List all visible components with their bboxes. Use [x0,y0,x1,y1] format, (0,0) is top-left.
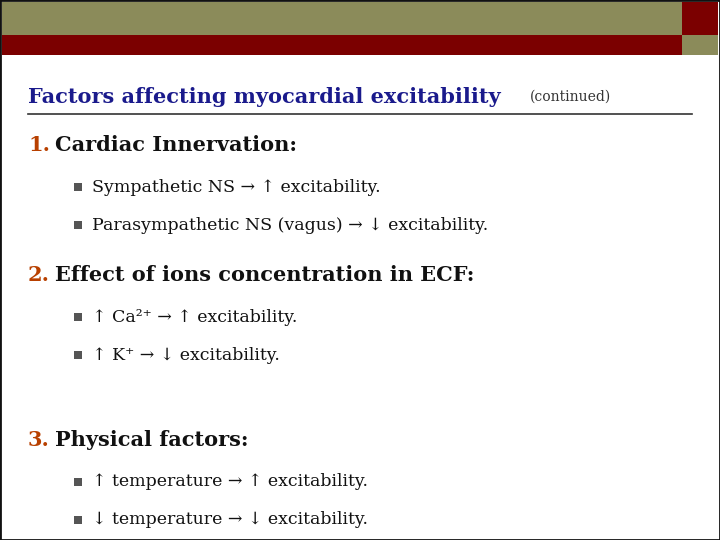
FancyBboxPatch shape [74,221,82,229]
FancyBboxPatch shape [74,183,82,191]
FancyBboxPatch shape [682,35,718,55]
Text: Factors affecting myocardial excitability: Factors affecting myocardial excitabilit… [28,87,500,107]
Text: ↑ K⁺ → ↓ excitability.: ↑ K⁺ → ↓ excitability. [92,347,280,363]
FancyBboxPatch shape [2,2,682,35]
FancyBboxPatch shape [74,351,82,359]
FancyBboxPatch shape [682,2,718,35]
Text: Parasympathetic NS (vagus) → ↓ excitability.: Parasympathetic NS (vagus) → ↓ excitabil… [92,217,488,233]
Text: (continued): (continued) [530,90,611,104]
FancyBboxPatch shape [2,35,718,55]
Text: Effect of ions concentration in ECF:: Effect of ions concentration in ECF: [55,265,474,285]
Text: 1.: 1. [28,135,50,155]
Text: ↑ temperature → ↑ excitability.: ↑ temperature → ↑ excitability. [92,474,368,490]
Text: 2.: 2. [28,265,50,285]
FancyBboxPatch shape [74,478,82,486]
Text: Physical factors:: Physical factors: [55,430,248,450]
FancyBboxPatch shape [74,516,82,524]
Text: 3.: 3. [28,430,50,450]
Text: ↓ temperature → ↓ excitability.: ↓ temperature → ↓ excitability. [92,511,368,529]
Text: ↑ Ca²⁺ → ↑ excitability.: ↑ Ca²⁺ → ↑ excitability. [92,308,297,326]
Text: Sympathetic NS → ↑ excitability.: Sympathetic NS → ↑ excitability. [92,179,381,195]
FancyBboxPatch shape [74,313,82,321]
Text: Cardiac Innervation:: Cardiac Innervation: [55,135,297,155]
